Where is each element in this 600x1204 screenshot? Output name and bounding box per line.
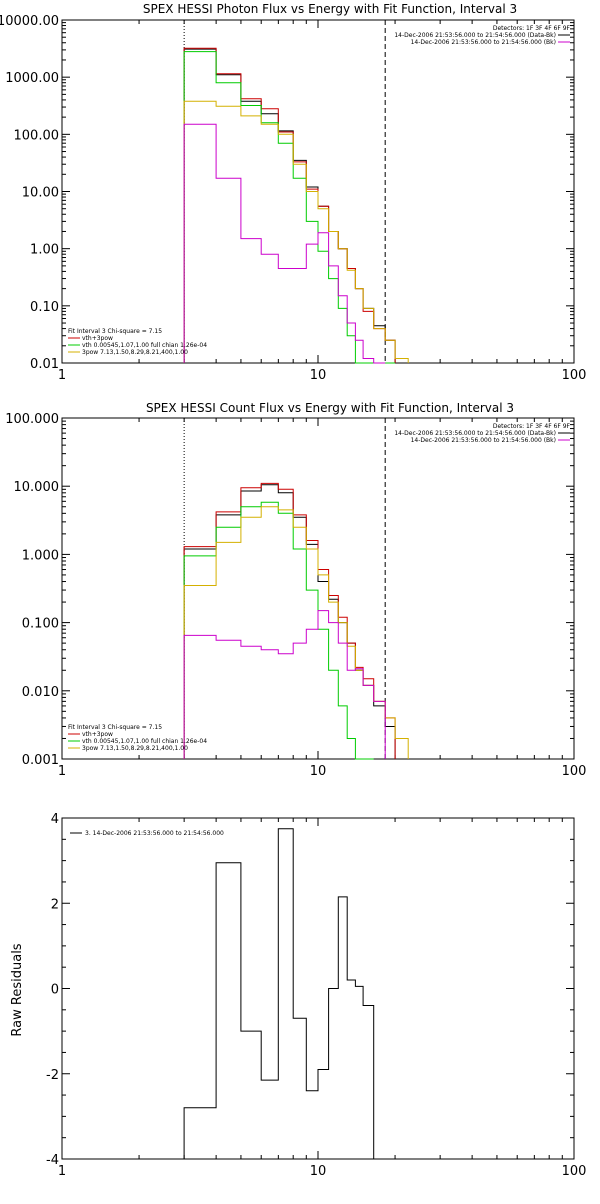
series-vth-0-00545-1-07-1-00-full-chian-1-26e-0: [183, 501, 374, 760]
series-3pow-7-13-1-50-8-29-8-21-400-1-00: [183, 100, 409, 363]
series-layer: [183, 828, 375, 1159]
chart-title: SPEX HESSI Count Flux vs Energy with Fit…: [146, 401, 514, 415]
legend-detectors: Detectors: 1F 3F 4F 6F 9F: [493, 423, 571, 430]
legend-bk: 14-Dec-2006 21:53:56.000 to 21:54:56.000…: [411, 437, 556, 444]
photon-flux-chart: SPEX HESSI Photon Flux vs Energy with Fi…: [0, 2, 586, 383]
y-tick-label: 0.001: [22, 753, 59, 768]
y-tick-label: -2: [46, 1068, 59, 1083]
x-tick-label: 1: [58, 764, 66, 779]
chart-title: SPEX HESSI Photon Flux vs Energy with Fi…: [143, 2, 517, 16]
y-tick-label: 1.000: [22, 548, 59, 563]
legend-bk: 14-Dec-2006 21:53:56.000 to 21:54:56.000…: [411, 39, 556, 46]
legend-fit-interval: Fit Interval 3 Chi-square = 7.15: [68, 724, 162, 731]
y-tick-label: 0.10: [30, 300, 59, 315]
count-flux-chart: SPEX HESSI Count Flux vs Energy with Fit…: [5, 401, 586, 779]
x-tick-label: 10: [310, 764, 327, 779]
x-tick-label: 1: [58, 368, 66, 383]
series-14-dec-2006-21-53-56-000-to-21-54-56-000: [183, 610, 386, 759]
plot-frame: [61, 417, 575, 760]
series-3-14-dec-2006-21-53-56-000-to-21-54-56-0: [183, 828, 375, 1159]
legend-bottom-left: Fit Interval 3 Chi-square = 7.15 vth+3po…: [68, 724, 207, 752]
legend-3pow: 3pow 7.13,1.50,8.29,8.21,400,1.00: [82, 349, 188, 356]
series-layer: [183, 482, 409, 760]
y-tick-label: -4: [46, 1153, 59, 1168]
x-tick-label: 100: [562, 764, 587, 779]
plot-frame: [61, 817, 575, 1160]
legend-vth3pow: vth+3pow: [82, 335, 113, 342]
series-vth-3pow: [183, 47, 396, 363]
series-layer: [183, 47, 409, 364]
legend-vth3pow: vth+3pow: [82, 731, 113, 738]
y-tick-label: 100.00: [14, 128, 60, 143]
legend-fit-interval: Fit Interval 3 Chi-square = 7.15: [68, 328, 162, 335]
residuals-chart: Raw Residuals 1 10 100 -4 -2 0 2 4 3. 14-Dec-20…: [10, 812, 586, 1179]
legend-top-right: Detectors: 1F 3F 4F 6F 9F 14-Dec-2006 21…: [394, 423, 570, 444]
axes: 1 10 100 -4 -2 0 2 4: [46, 812, 586, 1179]
legend-residual: 3. 14-Dec-2006 21:53:56.000 to 21:54:56.…: [85, 830, 224, 837]
y-tick-label: 0.100: [22, 617, 59, 632]
reference-lines: [183, 418, 386, 759]
y-tick-label: 10000.00: [0, 14, 59, 29]
series-14-dec-2006-21-53-56-000-to-21-54-56-000: [183, 48, 396, 363]
legend-data-bk: 14-Dec-2006 21:53:56.000 to 21:54:56.000…: [394, 430, 556, 437]
y-tick-label: 0.01: [30, 357, 59, 372]
x-tick-label: 10: [310, 368, 327, 383]
y-tick-label: 1.00: [30, 243, 59, 258]
y-tick-label: 0.010: [22, 685, 59, 700]
legend-detectors: Detectors: 1F 3F 4F 6F 9F: [493, 25, 571, 32]
x-tick-label: 100: [562, 1164, 587, 1179]
x-tick-label: 100: [562, 368, 587, 383]
legend-bottom-left: Fit Interval 3 Chi-square = 7.15 vth+3po…: [68, 328, 207, 356]
legend-top-right: Detectors: 1F 3F 4F 6F 9F 14-Dec-2006 21…: [394, 25, 570, 46]
y-tick-label: 1000.00: [5, 71, 59, 86]
legend-data-bk: 14-Dec-2006 21:53:56.000 to 21:54:56.000…: [394, 32, 556, 39]
y-tick-label: 0: [51, 983, 59, 998]
series-3pow-7-13-1-50-8-29-8-21-400-1-00: [183, 506, 409, 759]
series-14-dec-2006-21-53-56-000-to-21-54-56-000: [183, 123, 386, 364]
y-tick-label: 4: [51, 812, 59, 827]
y-tick-label: 2: [51, 897, 59, 912]
y-tick-label: 10.00: [22, 186, 59, 201]
legend-vth: vth 0.00545,1.07,1.00 full chian 1.26e-0…: [82, 738, 207, 745]
legend-vth: vth 0.00545,1.07,1.00 full chian 1.26e-0…: [82, 342, 207, 349]
x-tick-label: 10: [310, 1164, 327, 1179]
axes: 1 10 100 0.01 0.10 1.00 10.00 100.00 1000.00 1000…: [0, 14, 586, 383]
y-tick-label: 100.000: [5, 412, 59, 427]
reference-lines: [183, 20, 386, 363]
y-axis-label: Raw Residuals: [10, 943, 25, 1036]
legend-3pow: 3pow 7.13,1.50,8.29,8.21,400,1.00: [82, 745, 188, 752]
series-vth-3pow: [183, 482, 396, 759]
axes: 1 10 100 0.001 0.010 0.100 1.000 10.000 100.000: [5, 412, 586, 779]
y-tick-label: 10.000: [14, 480, 60, 495]
legend-top-left: 3. 14-Dec-2006 21:53:56.000 to 21:54:56.…: [70, 830, 224, 837]
series-vth-0-00545-1-07-1-00-full-chian-1-26e-0: [183, 51, 396, 364]
x-tick-label: 1: [58, 1164, 66, 1179]
